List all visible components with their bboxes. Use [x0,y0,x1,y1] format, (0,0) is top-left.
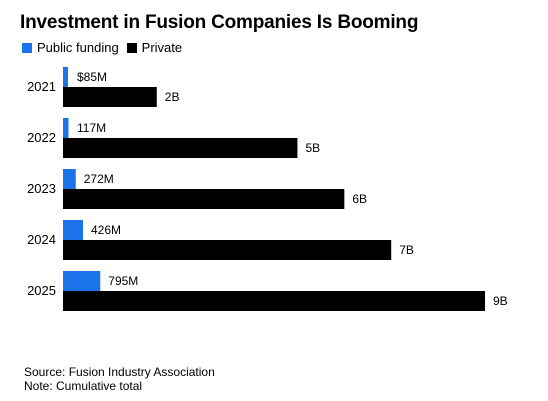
source-note: Source: Fusion Industry Association [24,365,215,379]
legend: Public funding Private [22,40,190,55]
bar-private [63,87,157,107]
bar-public-funding [63,67,68,87]
legend-item-private: Private [126,40,183,55]
data-label-public: $85M [77,70,107,84]
chart-title: Investment in Fusion Companies Is Boomin… [20,12,419,33]
legend-label-private: Private [141,40,183,55]
bar-public-funding [63,220,83,240]
data-label-private: 5B [305,141,320,155]
bar-private [63,138,298,158]
bar-public-funding [63,271,101,291]
data-label-private: 7B [399,243,414,257]
category-label: 2021 [27,79,56,94]
footer: Source: Fusion Industry Association Note… [24,365,215,393]
legend-swatch-public [22,42,32,53]
bar-chart: 2021 $85M 2B 2022 117M 5B 2023 272M 6B 2024 426M 7B… [27,67,508,311]
bar-private [63,240,392,260]
data-label-private: 6B [352,192,367,206]
bar-private [63,291,485,311]
bar-private [63,189,345,209]
legend-label-public: Public funding [37,40,119,55]
bar-public-funding [63,118,69,138]
data-label-public: 117M [77,121,106,135]
data-label-private: 2B [165,90,180,104]
cumulative-note: Note: Cumulative total [24,379,143,393]
legend-swatch-private [126,42,137,53]
legend-item-public: Public funding [22,40,119,55]
data-label-public: 795M [108,274,138,288]
bar-public-funding [63,169,76,189]
data-label-public: 426M [91,223,121,237]
data-label-public: 272M [84,172,114,186]
data-label-private: 9B [493,294,508,308]
category-label: 2024 [27,232,56,247]
category-label: 2023 [27,181,56,196]
category-label: 2025 [27,283,56,298]
category-label: 2022 [27,130,56,145]
